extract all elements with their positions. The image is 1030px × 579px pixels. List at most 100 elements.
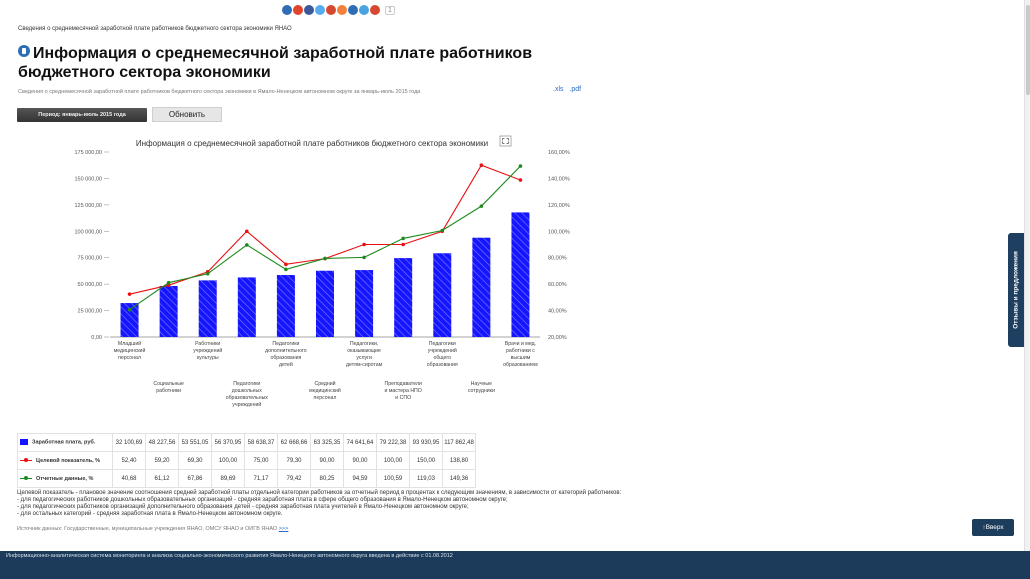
target-point (401, 242, 405, 247)
table-cell: 79,42 (277, 469, 311, 488)
table-cell: 71,17 (244, 469, 278, 488)
share-icon-8[interactable] (370, 5, 380, 15)
bar (316, 270, 334, 337)
table-cell: 56 370,95 (211, 433, 245, 452)
table-cell: 32 100,69 (112, 433, 146, 452)
y-left-tick-label: 175 000,00 (74, 150, 102, 156)
page-title: Информация о среднемесячной заработной п… (18, 44, 578, 82)
actual-point (245, 243, 249, 247)
y-left-tick-label: 25 000,00 (78, 309, 102, 315)
y-right-tick-label: 60,00% (548, 282, 567, 288)
source-text: Источник данных: Государственные, муници… (17, 526, 278, 532)
bar (394, 258, 413, 337)
table-cell: 52,40 (112, 451, 146, 470)
table-cell: 94,59 (343, 469, 377, 488)
y-right-tick-label: 40,00% (548, 309, 567, 315)
legend-label: Целевой показатель, % (36, 457, 101, 464)
note-line: - для остальных категорий - средняя зара… (17, 511, 283, 517)
bar (198, 280, 217, 337)
download-links: .xls .pdf (553, 86, 585, 93)
table-cell: 40,68 (112, 469, 146, 488)
target-point (518, 178, 523, 182)
actual-point (401, 236, 405, 241)
table-cell: 61,12 (145, 469, 179, 488)
share-icon-0[interactable] (282, 5, 292, 15)
y-right-tick-label: 80,00% (548, 256, 567, 262)
table-cell: 67,86 (178, 469, 212, 488)
bar (472, 237, 491, 337)
legend-label: Отчетные данные, % (36, 475, 94, 482)
download-pdf-link[interactable]: .pdf (569, 86, 582, 93)
page-title-text: Информация о среднемесячной заработной п… (18, 45, 533, 81)
scroll-top-button[interactable]: ↑Вверх (972, 519, 1014, 536)
x-tick-label: Социальные работники (153, 381, 184, 394)
actual-point (205, 271, 210, 276)
table-cell: 93 930,95 (409, 433, 443, 452)
table-cell: 62 668,66 (277, 433, 311, 452)
table-cell: 119,03 (409, 469, 443, 488)
table-cell: 75,00 (244, 451, 278, 470)
actual-point (166, 280, 171, 285)
bar (355, 270, 374, 337)
y-left-tick-label: 0,00 (91, 335, 102, 341)
table-row-label: Отчетные данные, % (17, 469, 113, 488)
table-cell: 80,25 (310, 469, 344, 488)
bar (276, 275, 295, 337)
bar (433, 253, 452, 337)
table-cell: 59,20 (145, 451, 179, 470)
share-icon-3[interactable] (315, 5, 325, 15)
share-icon-1[interactable] (293, 5, 303, 15)
table-cell: 150,00 (409, 451, 443, 470)
scrollbar-thumb[interactable] (1026, 5, 1030, 95)
y-right-tick-label: 20,00% (548, 335, 567, 341)
table-cell: 79,30 (277, 451, 311, 470)
table-cell: 63 325,35 (310, 433, 344, 452)
table-cell: 90,00 (343, 451, 377, 470)
target-point (166, 283, 171, 287)
scrollbar[interactable] (1024, 0, 1030, 551)
y-right-tick-label: 160,00% (548, 150, 570, 156)
y-right-tick-label: 100,00% (548, 229, 570, 235)
share-icon-2[interactable] (304, 5, 314, 15)
table-cell: 53 551,05 (178, 433, 212, 452)
table-cell: 149,36 (442, 469, 476, 488)
share-icon-4[interactable] (326, 5, 336, 15)
target-point (245, 229, 249, 234)
share-icon-7[interactable] (359, 5, 369, 15)
actual-point (362, 255, 366, 260)
breadcrumb[interactable]: Сведения о среднемесячной заработной пла… (18, 26, 292, 32)
note: Целевой показатель - плановое значение с… (17, 490, 717, 518)
refresh-button[interactable]: Обновить (152, 107, 222, 122)
source-link[interactable]: >>> (278, 526, 289, 532)
table-cell: 79 222,38 (376, 433, 410, 452)
actual-point (323, 256, 327, 261)
target-point (127, 292, 132, 296)
x-tick-label: Средний медицинский персонал (309, 380, 341, 401)
table-cell: 58 638,37 (244, 433, 278, 452)
fullscreen-icon[interactable] (499, 135, 512, 147)
actual-point (518, 164, 523, 168)
table-cell: 138,80 (442, 451, 476, 470)
feedback-tab-label: Отзывы и предложения (1012, 251, 1020, 329)
bar (159, 286, 178, 337)
actual-point (127, 307, 132, 312)
table-row-label: Заработная плата, руб. (17, 433, 113, 452)
footer: Информационно-аналитическая система мони… (0, 551, 1030, 579)
bar (511, 212, 530, 337)
y-left-tick-label: 50 000,00 (78, 282, 102, 288)
x-tick-label: Педагогики учреждений общего образования (427, 341, 458, 368)
period-selector[interactable]: Период: январь-июль 2015 года (17, 108, 147, 122)
feedback-tab[interactable]: Отзывы и предложения (1008, 233, 1024, 347)
x-tick-label: Педагогики дошкольных образовательных учреж… (226, 381, 269, 408)
actual-point (284, 267, 288, 272)
table-cell: 74 641,64 (343, 433, 377, 452)
share-icon-5[interactable] (337, 5, 347, 15)
page-subtitle: Сведения о среднемесячной заработной пла… (18, 89, 421, 95)
footer-text: Информационно-аналитическая система мони… (6, 553, 453, 559)
bar (120, 303, 139, 337)
note-line: - для педагогических работников организа… (17, 504, 469, 510)
share-icons: 1 (282, 5, 395, 15)
share-icon-6[interactable] (348, 5, 358, 15)
note-line: - для педагогических работников дошкольн… (17, 497, 508, 503)
download-xls-link[interactable]: .xls (553, 86, 564, 93)
